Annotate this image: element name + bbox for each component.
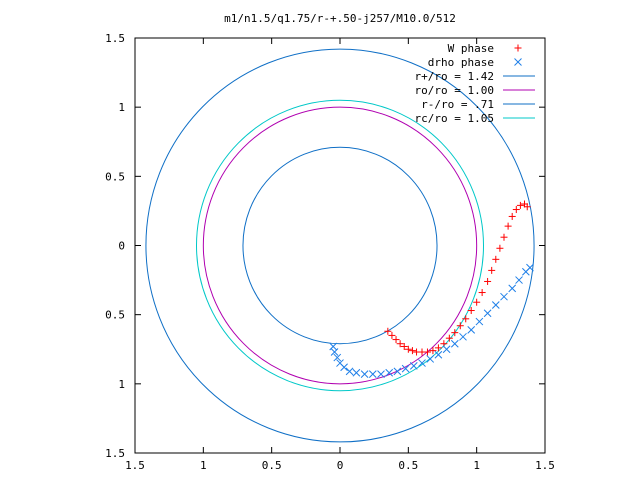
drho-phase-point [360,370,369,379]
w-phase-point [434,344,442,352]
w-phase-point [496,244,504,252]
legend-label: W phase [448,42,494,55]
w-phase-point [488,266,496,274]
drho-phase-point [352,368,361,377]
legend-label: r+/ro = 1.42 [415,70,494,83]
w-phase-point [508,212,516,220]
chart-title: m1/n1.5/q1.75/r-+.50-j257/M10.0/512 [224,12,456,25]
legend-label: drho phase [428,56,494,69]
reference-circles [145,48,535,443]
drho-phase-point [385,368,394,377]
circle-r-1_42 [145,48,535,443]
phase-points [329,200,534,379]
y-tick-label: 0.5 [105,170,125,183]
y-tick-label: 1 [118,101,125,114]
w-phase-point [408,347,416,355]
w-phase-point [523,203,531,211]
drho-phase-point [434,350,443,359]
drho-phase-point [418,359,426,367]
w-phase-point [504,222,512,230]
x-tick-label: 0 [337,459,344,472]
drho-phase-point [515,276,523,284]
drho-phase-point [377,370,385,379]
drho-phase-point [393,367,402,376]
w-phase-point [384,327,392,335]
drho-phase-point [368,370,377,379]
w-phase-point [392,336,400,344]
w-phase-point [516,201,524,209]
circle-r-0_71 [242,146,438,345]
x-tick-label: 0.5 [262,459,282,472]
x-tick-label: 1 [200,459,207,472]
w-phase-point [478,289,486,297]
legend-label: r-/ro = .71 [421,98,494,111]
drho-phase-point [491,301,500,309]
drho-phase-point [345,367,354,376]
x-tick-label: 1 [473,459,480,472]
w-phase-point [467,307,475,315]
w-phase-point [500,233,508,241]
drho-phase-point [333,353,342,362]
w-phase-point [396,340,404,348]
y-tick-label: 1.5 [105,447,125,460]
x-tick-label: 1.5 [125,459,145,472]
legend-marker-x [514,58,522,66]
w-phase-point [404,345,412,353]
w-phase-point [445,334,453,342]
drho-phase-point [459,332,467,341]
x-tick-label: 0.5 [398,459,418,472]
y-tick-label: 1 [118,378,125,391]
drho-phase-point [340,363,348,372]
drho-phase-point [475,317,484,326]
w-phase-point [492,255,500,263]
w-phase-point [512,206,520,214]
drho-phase-point [409,361,418,370]
circle-r-1_05 [196,99,484,392]
y-tick-label: 0.5 [105,309,125,322]
w-phase-point [400,342,408,350]
drho-phase-point [450,339,459,348]
drho-phase-point [500,292,508,301]
axis-ticks: 1.5 1 0.5 0 0.5 1 1.51.510.500.511.5 [105,32,555,472]
w-phase-point [451,329,459,337]
drho-phase-point [508,284,517,293]
drho-phase-point [467,326,476,334]
drho-phase-point [442,345,451,354]
drho-phase-point [526,263,534,272]
w-phase-point [484,277,492,285]
drho-phase-point [330,348,339,356]
circle-r-1 [202,106,478,385]
w-phase-point [462,315,470,323]
drho-phase-point [483,309,492,318]
drho-phase-point [426,355,435,363]
y-tick-label: 0 [118,240,125,253]
w-phase-point [473,298,481,306]
drho-phase-point [401,364,410,373]
w-phase-point [423,348,431,356]
y-tick-label: 1.5 [105,32,125,45]
w-phase-point [456,322,464,330]
x-tick-label: 1.5 [535,459,555,472]
legend-label: rc/ro = 1.05 [415,112,494,125]
legend-label: ro/ro = 1.00 [415,84,494,97]
w-phase-point [388,331,396,339]
w-phase-point [429,347,437,355]
drho-phase-point [329,342,338,351]
